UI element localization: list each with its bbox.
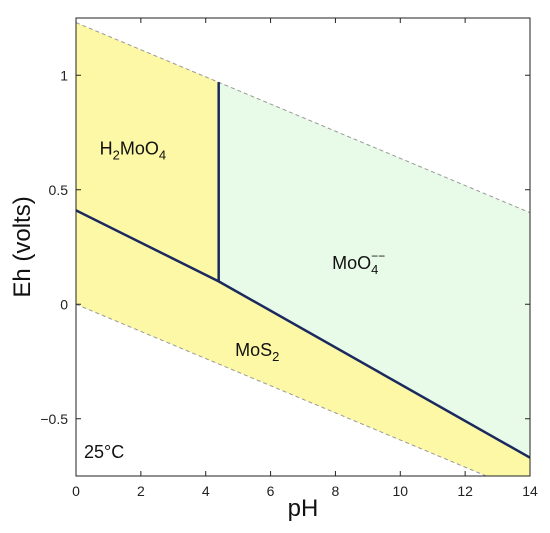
mos2-label: MoS2 (235, 340, 279, 364)
y-axis-label: Eh (volts) (9, 196, 36, 297)
x-tick-label: 12 (457, 483, 473, 499)
lower-water-stability-line (76, 303, 488, 476)
y-tick-label: 0.5 (49, 182, 69, 198)
upper-water-stability-line (76, 22, 530, 214)
y-tick-label: −0.5 (40, 411, 68, 427)
x-tick-label: 10 (392, 483, 408, 499)
h2moo4-label: H2MoO4 (100, 139, 166, 163)
mos2-boundary (76, 209, 530, 459)
x-tick-label: 4 (202, 483, 210, 499)
moo4-stability-region (218, 82, 530, 458)
x-tick-label: 14 (522, 483, 538, 499)
x-tick-label: 6 (267, 483, 275, 499)
moo4-label: MoO4−− (332, 249, 385, 277)
x-tick-label: 2 (137, 483, 145, 499)
temperature-label: 25°C (84, 442, 124, 462)
y-tick-label: 0 (60, 296, 68, 312)
plot-frame (75, 17, 531, 477)
x-tick-label: 0 (72, 483, 80, 499)
axis-ticks: 0 2 4 6 8 10 12 14 −0.5 0 0.5 1 (40, 18, 538, 499)
yellow-stability-region (76, 22, 530, 476)
x-axis-label: pH (288, 495, 319, 522)
y-tick-label: 1 (60, 67, 68, 83)
x-tick-label: 8 (332, 483, 340, 499)
